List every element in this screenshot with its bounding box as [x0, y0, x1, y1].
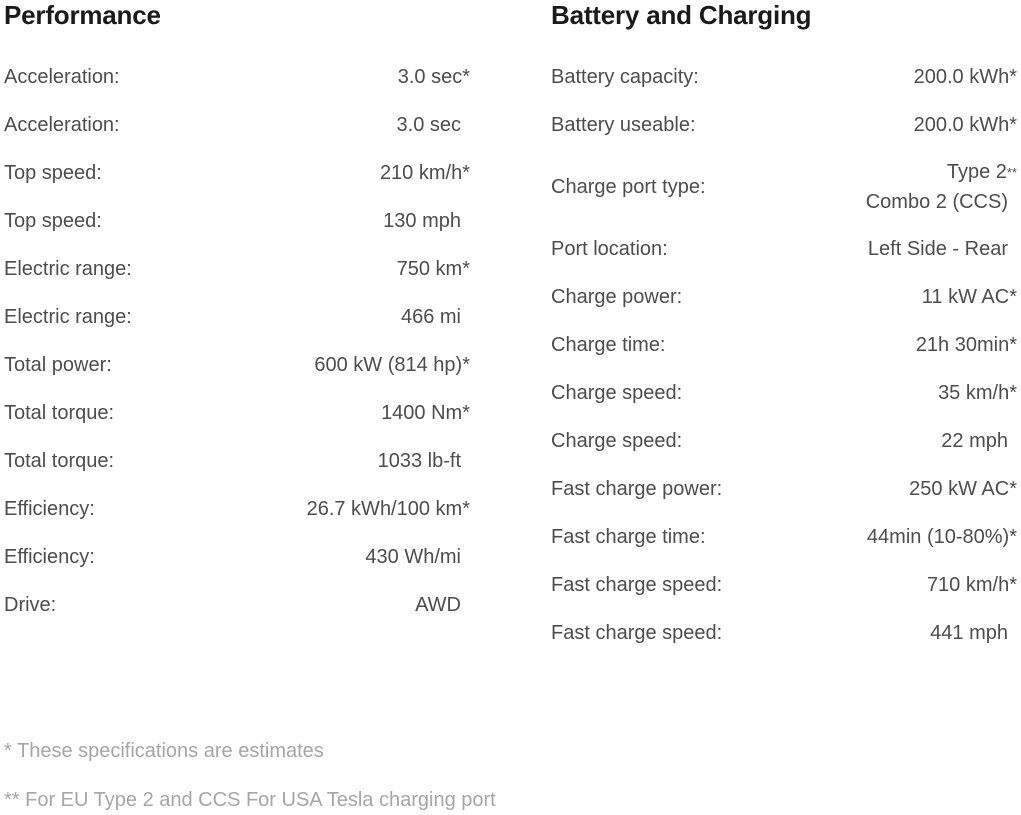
- spec-row-charge-time: Charge time: 21h 30min*: [551, 321, 1017, 369]
- spec-row-battery-capacity: Battery capacity: 200.0 kWh*: [551, 53, 1017, 101]
- spec-value: Left Side - Rear: [867, 237, 1008, 260]
- spec-label: Port location:: [551, 237, 668, 260]
- spec-row-battery-useable: Battery useable: 200.0 kWh*: [551, 101, 1017, 149]
- spec-label: Drive:: [4, 593, 57, 616]
- spec-label: Efficiency:: [4, 497, 95, 520]
- spec-value: 21h 30min*: [915, 333, 1017, 356]
- spec-label: Acceleration:: [4, 113, 120, 136]
- spec-value: 430 Wh/mi: [365, 545, 461, 568]
- spec-label: Fast charge time:: [551, 525, 706, 548]
- spec-value: 3.0 sec: [396, 113, 461, 136]
- spec-row-charge-port-type: Charge port type: Type 2** Combo 2 (CCS): [551, 149, 1017, 225]
- spec-row-fast-charge-power: Fast charge power: 250 kW AC*: [551, 465, 1017, 513]
- spec-row-top-speed: Top speed: 210 km/h*: [4, 149, 470, 197]
- spec-value: 1033 lb-ft: [377, 449, 461, 472]
- spec-label: Fast charge speed:: [551, 573, 723, 596]
- spec-row-acceleration: Acceleration: 3.0 sec: [4, 101, 470, 149]
- spec-row-charge-power: Charge power: 11 kW AC*: [551, 273, 1017, 321]
- spec-row-efficiency: Efficiency: 430 Wh/mi: [4, 533, 470, 581]
- spec-label: Total power:: [4, 353, 112, 376]
- performance-section: Performance Acceleration: 3.0 sec* Accel…: [4, 0, 470, 616]
- spec-row-total-power: Total power: 600 kW (814 hp)*: [4, 341, 470, 389]
- spec-row-charge-speed: Charge speed: 35 km/h*: [551, 369, 1017, 417]
- battery-title: Battery and Charging: [551, 0, 812, 30]
- spec-label: Electric range:: [4, 305, 132, 328]
- spec-label: Fast charge power:: [551, 477, 723, 500]
- spec-row-fast-charge-speed: Fast charge speed: 710 km/h*: [551, 561, 1017, 609]
- spec-row-total-torque: Total torque: 1400 Nm*: [4, 389, 470, 437]
- spec-value: 250 kW AC*: [909, 477, 1017, 500]
- spec-row-efficiency: Efficiency: 26.7 kWh/100 km*: [4, 485, 470, 533]
- spec-row-port-location: Port location: Left Side - Rear: [551, 225, 1017, 273]
- spec-value: 210 km/h*: [379, 161, 470, 184]
- spec-row-fast-charge-speed: Fast charge speed: 441 mph: [551, 609, 1017, 657]
- spec-label: Battery useable:: [551, 113, 696, 136]
- spec-value: 44min (10-80%)*: [866, 525, 1017, 548]
- spec-row-acceleration: Acceleration: 3.0 sec*: [4, 53, 470, 101]
- footnote-charging-port: ** For EU Type 2 and CCS For USA Tesla c…: [4, 789, 496, 811]
- spec-value: 200.0 kWh*: [913, 113, 1017, 136]
- spec-label: Charge power:: [551, 285, 683, 308]
- spec-value: 35 km/h*: [938, 381, 1017, 404]
- spec-value: 22 mph: [941, 429, 1008, 452]
- spec-value-multiline: Type 2** Combo 2 (CCS): [866, 157, 1017, 217]
- spec-value: 200.0 kWh*: [913, 65, 1017, 88]
- spec-row-top-speed: Top speed: 130 mph: [4, 197, 470, 245]
- spec-row-electric-range: Electric range: 466 mi: [4, 293, 470, 341]
- spec-value-line: Combo 2 (CCS): [865, 191, 1008, 213]
- spec-value: 26.7 kWh/100 km*: [306, 497, 470, 520]
- footnote-mark: **: [1006, 165, 1017, 180]
- spec-label: Total torque:: [4, 401, 115, 424]
- spec-value: 1400 Nm*: [381, 401, 470, 424]
- spec-value: 600 kW (814 hp)*: [314, 353, 470, 376]
- spec-value-text: Type 2: [946, 161, 1007, 183]
- spec-label: Efficiency:: [4, 545, 95, 568]
- spec-row-electric-range: Electric range: 750 km*: [4, 245, 470, 293]
- battery-spec-list: Battery capacity: 200.0 kWh* Battery use…: [551, 53, 1017, 657]
- footnote-estimates: * These specifications are estimates: [4, 740, 324, 762]
- spec-label: Acceleration:: [4, 65, 120, 88]
- performance-title: Performance: [4, 0, 161, 30]
- spec-label: Total torque:: [4, 449, 115, 472]
- spec-row-charge-speed: Charge speed: 22 mph: [551, 417, 1017, 465]
- spec-label: Charge time:: [551, 333, 666, 356]
- spec-label: Top speed:: [4, 209, 102, 232]
- spec-value: 130 mph: [383, 209, 461, 232]
- spec-value: 750 km*: [396, 257, 470, 280]
- spec-label: Charge speed:: [551, 429, 683, 452]
- performance-spec-list: Acceleration: 3.0 sec* Acceleration: 3.0…: [4, 53, 470, 629]
- spec-label: Charge port type:: [551, 175, 706, 198]
- spec-value: AWD: [415, 593, 461, 616]
- spec-row-drive: Drive: AWD: [4, 581, 470, 629]
- spec-value: 11 kW AC*: [921, 285, 1017, 308]
- spec-value: 710 km/h*: [926, 573, 1017, 596]
- spec-value-line: Type 2**: [866, 157, 1017, 187]
- spec-value: 441 mph: [930, 621, 1008, 644]
- spec-row-fast-charge-time: Fast charge time: 44min (10-80%)*: [551, 513, 1017, 561]
- spec-label: Fast charge speed:: [551, 621, 723, 644]
- spec-label: Charge speed:: [551, 381, 683, 404]
- spec-value: 466 mi: [400, 305, 461, 328]
- battery-section: Battery and Charging Battery capacity: 2…: [551, 0, 1017, 644]
- spec-row-total-torque: Total torque: 1033 lb-ft: [4, 437, 470, 485]
- spec-label: Battery capacity:: [551, 65, 699, 88]
- spec-label: Electric range:: [4, 257, 132, 280]
- spec-label: Top speed:: [4, 161, 102, 184]
- spec-value: 3.0 sec*: [397, 65, 470, 88]
